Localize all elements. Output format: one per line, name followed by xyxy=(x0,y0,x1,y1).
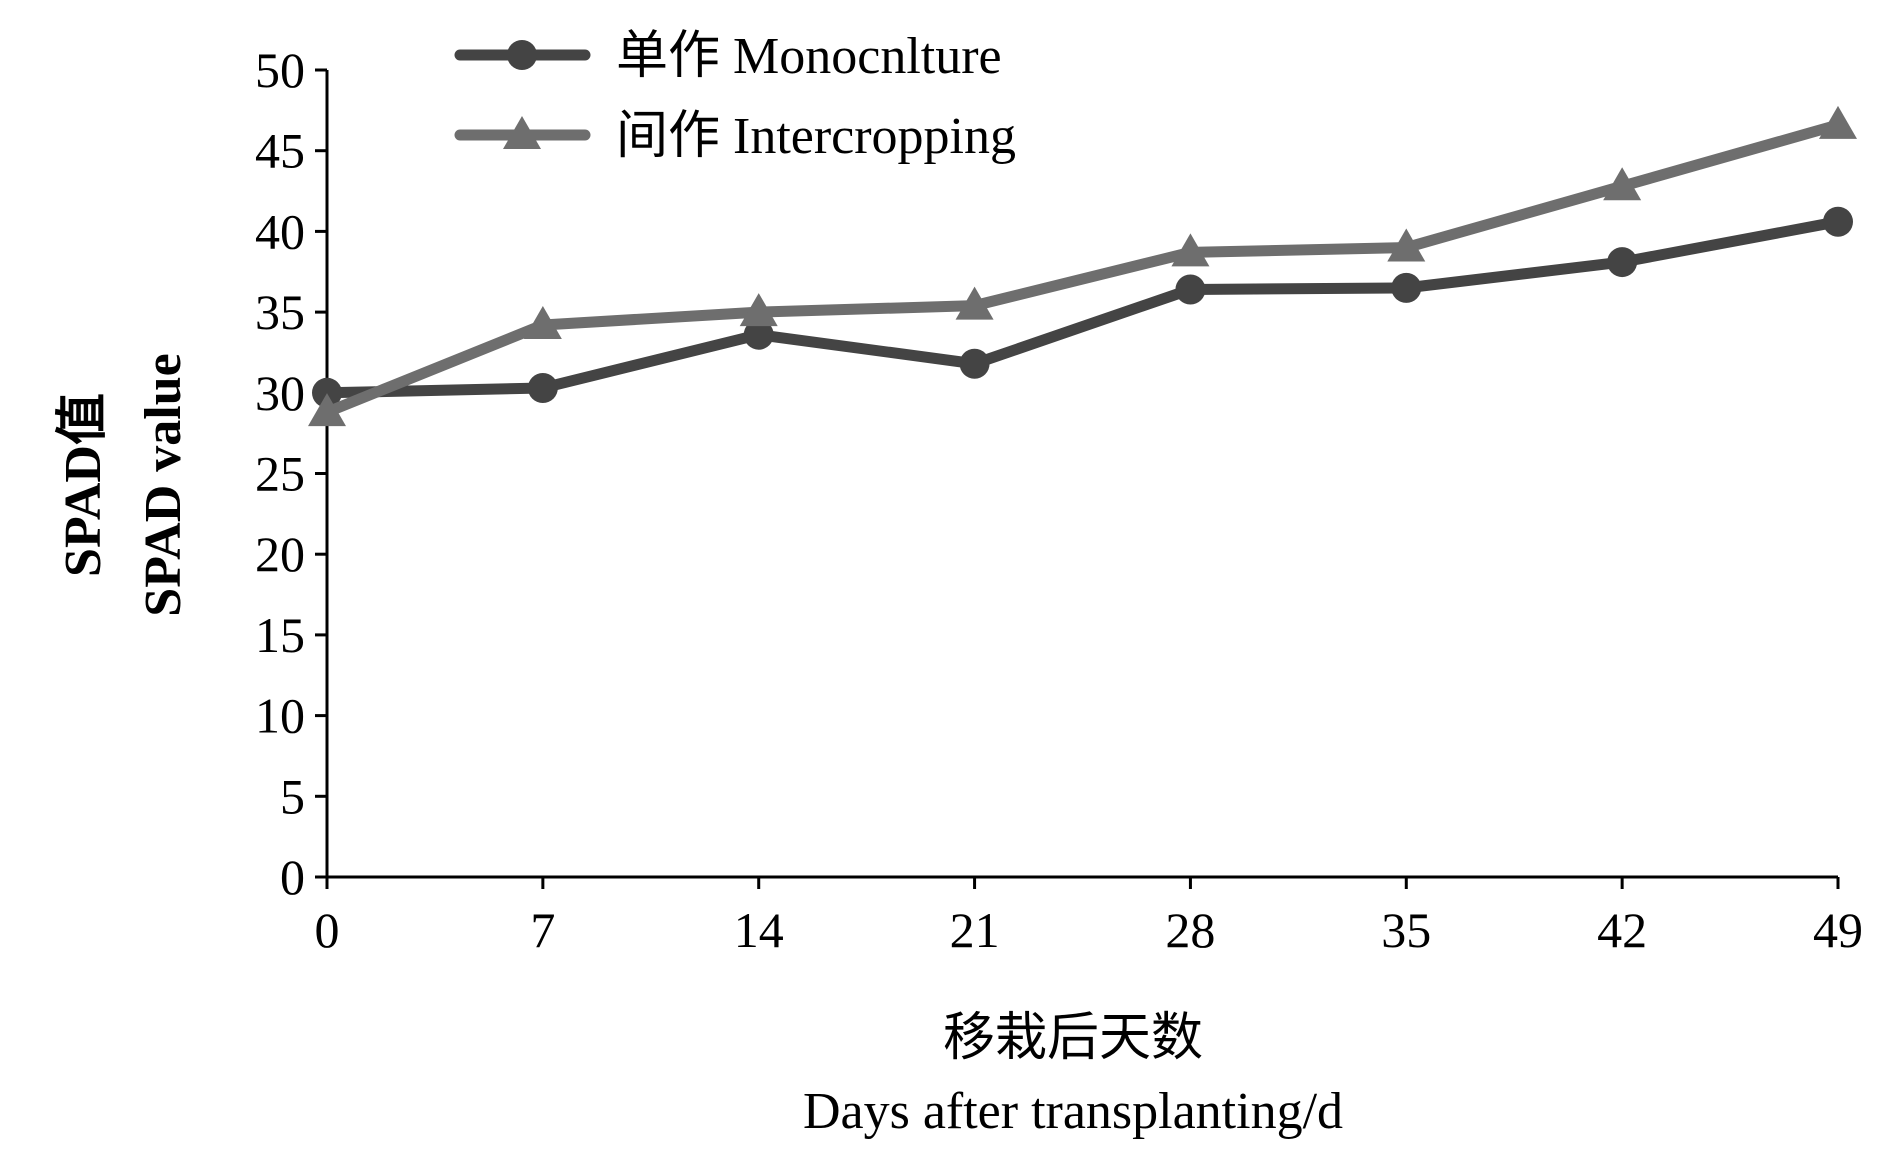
series-monoculture xyxy=(312,206,1853,408)
y-tick-label: 5 xyxy=(280,768,305,824)
x-tick-label: 42 xyxy=(1597,902,1647,958)
y-tick-label: 50 xyxy=(255,42,305,98)
y-tick-label: 45 xyxy=(255,123,305,179)
data-point xyxy=(523,306,562,340)
y-tick-label: 20 xyxy=(255,526,305,582)
data-point xyxy=(1175,274,1206,305)
x-axis-title-cn: 移栽后天数 xyxy=(943,1010,1203,1067)
series-line xyxy=(326,216,1840,399)
y-tick-label: 0 xyxy=(280,849,305,905)
data-point xyxy=(527,372,558,403)
circle-marker-icon xyxy=(507,40,537,70)
series-line xyxy=(324,119,1840,418)
axes: 0 5 10 15 20 25 30 35 40 45 50 0 7 14 21 28 35 42 49 xyxy=(255,42,1863,958)
x-tick-label: 21 xyxy=(950,902,1000,958)
y-tick-label: 15 xyxy=(255,607,305,663)
y-axis-title-cn: SPAD值 xyxy=(54,393,112,577)
legend-label: 单作 Monocnlture xyxy=(616,28,1002,85)
x-tick-label: 14 xyxy=(734,902,784,958)
x-tick-label: 35 xyxy=(1381,902,1431,958)
triangle-marker-icon xyxy=(503,116,541,149)
x-axis-title: Days after transplanting/d xyxy=(803,1083,1343,1140)
data-point xyxy=(1387,228,1426,262)
legend: 单作 Monocnlture 间作 Intercropping xyxy=(454,28,1016,165)
data-point xyxy=(1607,247,1638,278)
data-point xyxy=(959,348,990,379)
y-tick-label: 30 xyxy=(255,365,305,421)
data-point xyxy=(1391,272,1422,303)
data-point xyxy=(308,393,346,427)
data-point xyxy=(955,286,994,320)
data-point xyxy=(1603,167,1642,201)
series-intercropping xyxy=(308,105,1857,427)
x-tick-label: 0 xyxy=(315,902,340,958)
x-tick-label: 7 xyxy=(530,902,555,958)
data-point xyxy=(1171,233,1210,267)
data-point xyxy=(739,293,778,327)
x-tick-label: 28 xyxy=(1165,902,1215,958)
legend-item: 间作 Intercropping xyxy=(454,108,1016,165)
data-point xyxy=(1819,105,1857,139)
y-tick-label: 35 xyxy=(255,284,305,340)
legend-item: 单作 Monocnlture xyxy=(454,28,1002,85)
y-tick-label: 40 xyxy=(255,203,305,259)
data-point xyxy=(1823,206,1853,237)
y-axis-title: SPAD value xyxy=(135,353,192,616)
y-tick-label: 25 xyxy=(255,446,305,502)
data-point xyxy=(312,377,342,408)
data-point xyxy=(743,319,774,350)
legend-label: 间作 Intercropping xyxy=(616,108,1016,165)
series-layer xyxy=(308,105,1857,427)
y-tick-label: 10 xyxy=(255,688,305,744)
x-tick-label: 49 xyxy=(1813,902,1863,958)
